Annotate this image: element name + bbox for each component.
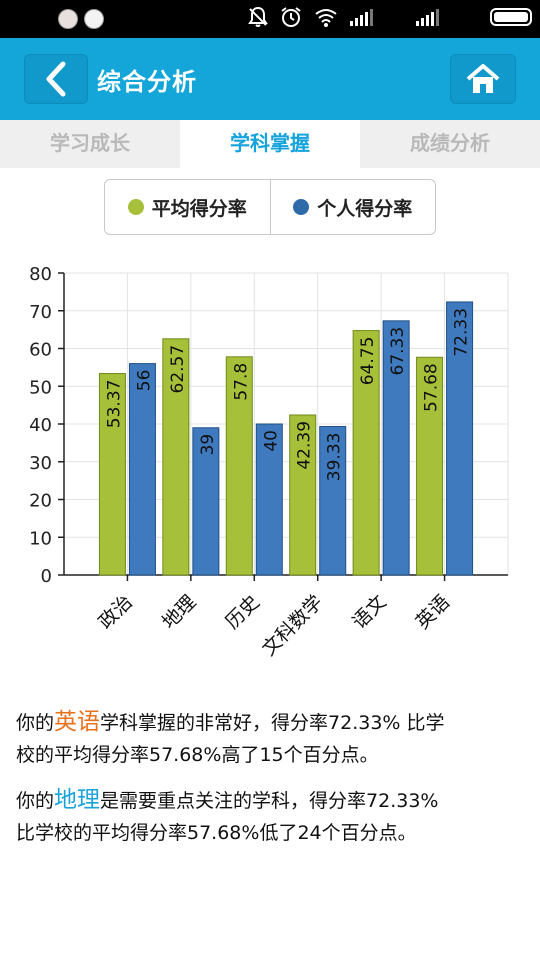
x-tick-label: 文科数学 — [258, 591, 327, 660]
bar-average — [98, 373, 126, 576]
y-tick-label: 20 — [29, 491, 52, 512]
analysis-paragraph-2: 你的地理是需要重点关注的学科，得分率72.33% 比学校的平均得分率57.68%… — [16, 784, 526, 849]
analysis-paragraph-1: 你的英语学科掌握的非常好，得分率72.33% 比学 校的平均得分率57.68%高… — [16, 706, 526, 771]
bar-average-value-label: 57.8 — [231, 363, 251, 401]
bar-personal — [446, 301, 474, 576]
home-icon — [466, 64, 500, 93]
bar-personal-value-label: 67.33 — [388, 327, 408, 376]
battery-icon — [490, 8, 532, 26]
analysis-2-line1-rest: 是需要重点关注的学科，得分率72.33% — [100, 790, 439, 812]
legend-personal-dot — [293, 199, 310, 215]
bar-average-value-label: 42.39 — [295, 421, 315, 470]
y-tick-label: 40 — [29, 415, 52, 436]
analysis-1-prefix: 你的 — [16, 712, 55, 734]
signal-icon-2 — [416, 9, 439, 26]
y-tick-label: 10 — [29, 528, 52, 549]
bar-personal-value-label: 56 — [134, 370, 154, 392]
analysis-2-subject: 地理 — [54, 787, 101, 813]
x-tick-label: 语文 — [348, 591, 390, 633]
x-tick-label: 历史 — [221, 591, 263, 633]
bar-average — [416, 356, 444, 576]
bar-personal — [255, 423, 283, 576]
bar-personal-value-label: 39.33 — [325, 433, 345, 482]
wifi-icon — [315, 9, 337, 27]
bar-average-value-label: 57.68 — [422, 363, 442, 412]
mute-bell-icon — [248, 6, 268, 27]
y-tick-label: 30 — [29, 453, 52, 474]
x-tick-label: 政治 — [95, 591, 137, 633]
bar-personal-value-label: 40 — [261, 430, 281, 452]
signal-icon-1 — [350, 9, 373, 26]
bar-personal-value-label: 39 — [198, 434, 218, 456]
bar-personal-value-label: 72.33 — [452, 308, 472, 357]
system-icons — [248, 6, 532, 28]
chart-legend: 平均得分率 个人得分率 — [104, 179, 436, 235]
analysis-2-prefix: 你的 — [16, 790, 55, 812]
bar-average — [289, 414, 317, 576]
alarm-icon — [281, 7, 301, 27]
bar-personal — [192, 427, 220, 576]
bar-chart: 0 10 20 30 40 50 60 70 80 53.37 56 政治 62.57 39 地理 57.8 4… — [29, 264, 509, 660]
y-tick-label: 50 — [29, 377, 52, 398]
bar-average-value-label: 62.57 — [168, 345, 188, 394]
bar-average — [162, 338, 190, 576]
analysis-1-line1-rest: 学科掌握的非常好，得分率72.33% 比学 — [100, 712, 445, 734]
x-tick-label: 地理 — [158, 591, 200, 633]
bar-average-value-label: 64.75 — [358, 337, 378, 386]
legend-average-label: 平均得分率 — [151, 197, 247, 220]
notification-app-icon — [84, 9, 104, 29]
analysis-2-line-2: 比学校的平均得分率57.68%低了24个百分点。 — [16, 822, 417, 844]
page-title: 综合分析 — [97, 68, 197, 96]
bar-average — [225, 356, 253, 576]
tab-subject-mastery[interactable]: 学科掌握 — [180, 120, 360, 168]
tab-learning-growth[interactable]: 学习成长 — [50, 131, 130, 155]
y-tick-label: 60 — [29, 340, 52, 361]
bar-personal — [319, 426, 347, 576]
y-tick-label: 80 — [29, 264, 52, 285]
notification-avatar-icon — [58, 9, 78, 29]
legend-personal-label: 个人得分率 — [317, 197, 413, 220]
legend-item-average[interactable]: 平均得分率 — [105, 180, 270, 234]
analysis-1-line-1: 你的英语学科掌握的非常好，得分率72.33% 比学 — [16, 706, 526, 739]
analysis-1-subject: 英语 — [54, 709, 101, 735]
app-bar: 综合分析 — [0, 38, 540, 120]
bar-average — [352, 330, 380, 576]
analysis-1-line-2: 校的平均得分率57.68%高了15个百分点。 — [16, 744, 379, 766]
y-tick-label: 70 — [29, 302, 52, 323]
tab-bar: 学习成长 学科掌握 成绩分析 — [0, 120, 540, 168]
notification-icons — [58, 9, 104, 29]
bar-personal — [128, 363, 156, 576]
back-arrow-icon — [46, 61, 66, 97]
back-button[interactable] — [24, 54, 88, 104]
home-button[interactable] — [450, 54, 516, 104]
bar-personal — [382, 320, 410, 576]
y-tick-label: 0 — [41, 566, 52, 587]
legend-item-personal[interactable]: 个人得分率 — [269, 180, 436, 234]
x-tick-label: 英语 — [412, 591, 454, 633]
status-bar — [0, 0, 540, 38]
legend-average-dot — [127, 199, 144, 215]
analysis-2-line-1: 你的地理是需要重点关注的学科，得分率72.33% — [16, 784, 526, 817]
tab-score-analysis[interactable]: 成绩分析 — [410, 131, 490, 155]
bar-average-value-label: 53.37 — [104, 380, 124, 429]
